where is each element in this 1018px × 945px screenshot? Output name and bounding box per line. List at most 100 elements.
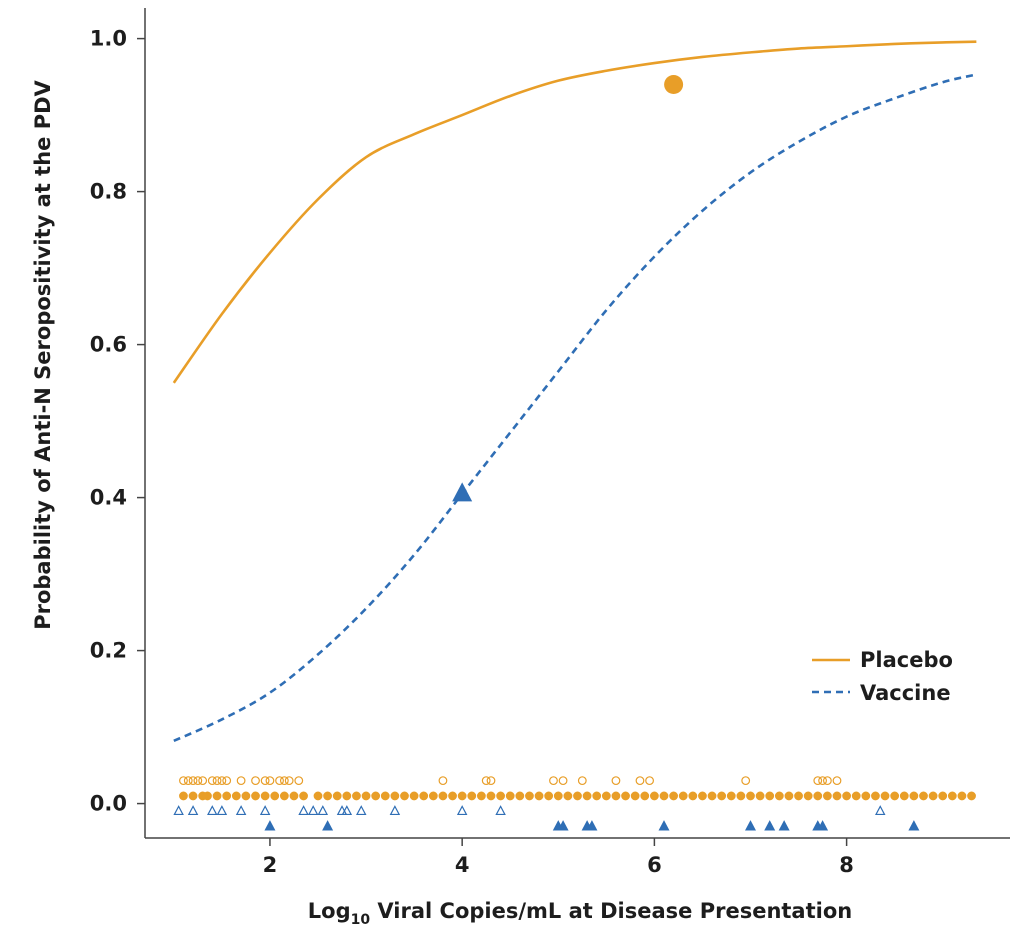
rug-point-placebo-seropositive bbox=[774, 791, 784, 801]
rug-point-placebo-seropositive bbox=[938, 791, 948, 801]
rug-point-placebo-seronegative bbox=[212, 776, 222, 786]
rug-point-vaccine-seronegative bbox=[173, 805, 184, 816]
rug-point-placebo-seropositive bbox=[659, 791, 669, 801]
rug-point-vaccine-seronegative bbox=[875, 805, 886, 816]
rug-point-placebo-seropositive bbox=[630, 791, 640, 801]
rug-point-vaccine-seropositive bbox=[908, 820, 920, 831]
rug-point-placebo-seropositive bbox=[851, 791, 861, 801]
y-tick-label: 0.8 bbox=[90, 180, 127, 204]
rug-point-placebo-seropositive bbox=[611, 791, 621, 801]
rug-point-placebo-seropositive bbox=[736, 791, 746, 801]
rug-point-vaccine-seronegative bbox=[235, 805, 247, 816]
rug-point-placebo-seropositive bbox=[438, 791, 448, 801]
x-tick-label: 2 bbox=[263, 853, 278, 877]
rug-point-vaccine-seronegative bbox=[356, 805, 367, 816]
rug-point-placebo-seropositive bbox=[726, 791, 736, 801]
rug-point-placebo-seronegative bbox=[183, 776, 193, 786]
rug-point-placebo-seropositive bbox=[822, 791, 832, 801]
rug-point-placebo-seropositive bbox=[179, 791, 188, 801]
rug-point-placebo-seropositive bbox=[390, 791, 400, 801]
rug-point-placebo-seronegative bbox=[217, 776, 227, 786]
rug-point-placebo-seropositive bbox=[698, 791, 707, 801]
rug-point-placebo-seronegative bbox=[741, 776, 751, 786]
rug-point-placebo-seronegative bbox=[635, 776, 645, 786]
rug-point-placebo-seropositive bbox=[669, 791, 679, 801]
rug-point-placebo-seropositive bbox=[592, 791, 602, 801]
rug-point-placebo-seronegative bbox=[193, 776, 203, 786]
rug-point-vaccine-seronegative bbox=[456, 805, 468, 816]
rug-point-placebo-seropositive bbox=[947, 791, 957, 801]
rug-point-placebo-seropositive bbox=[289, 791, 299, 801]
rug-point-placebo-seronegative bbox=[179, 776, 188, 786]
rug-point-placebo-seropositive bbox=[428, 791, 438, 801]
rug-point-placebo-seronegative bbox=[832, 776, 842, 786]
rug-point-placebo-seronegative bbox=[207, 776, 217, 786]
rug-point-placebo-seropositive bbox=[534, 791, 544, 801]
rug-point-placebo-seropositive bbox=[260, 791, 270, 801]
rug-point-placebo-seropositive bbox=[842, 791, 852, 801]
x-axis-title-suffix: Viral Copies/mL at Disease Presentation bbox=[370, 899, 852, 923]
rug-point-placebo-seronegative bbox=[611, 776, 621, 786]
rug-point-placebo-seropositive bbox=[279, 791, 289, 801]
rug-point-placebo-seropositive bbox=[212, 791, 222, 801]
rug-point-placebo-seropositive bbox=[486, 791, 496, 801]
rug-point-placebo-seropositive bbox=[203, 791, 212, 801]
rug-point-placebo-seronegative bbox=[645, 776, 654, 786]
rug-point-placebo-seronegative bbox=[222, 776, 232, 786]
rug-point-placebo-seropositive bbox=[678, 791, 688, 801]
rug-point-vaccine-seronegative bbox=[495, 805, 506, 816]
x-axis-title: Log10 Viral Copies/mL at Disease Present… bbox=[308, 899, 852, 928]
rug-point-vaccine-seronegative bbox=[259, 805, 271, 816]
rug-point-placebo-seropositive bbox=[515, 791, 525, 801]
rug-point-placebo-seropositive bbox=[621, 791, 630, 801]
rug-point-placebo-seropositive bbox=[476, 791, 486, 801]
rug-point-placebo-seropositive bbox=[880, 791, 890, 801]
highlight-point-vaccine bbox=[452, 482, 473, 502]
rug-point-placebo-seropositive bbox=[784, 791, 794, 801]
rug-point-placebo-seronegative bbox=[549, 776, 558, 786]
rug-point-placebo-seropositive bbox=[419, 791, 429, 801]
rug-point-vaccine-seropositive bbox=[778, 820, 790, 831]
rug-point-vaccine-seronegative bbox=[389, 805, 401, 816]
rug-point-vaccine-seronegative bbox=[341, 805, 353, 816]
x-tick-label: 8 bbox=[839, 853, 854, 877]
rug-point-placebo-seropositive bbox=[601, 791, 611, 801]
rug-point-vaccine-seronegative bbox=[216, 805, 228, 816]
rug-point-placebo-seropositive bbox=[688, 791, 698, 801]
rug-point-placebo-seropositive bbox=[890, 791, 900, 801]
rug-point-placebo-seronegative bbox=[577, 776, 587, 786]
rug-point-placebo-seronegative bbox=[481, 776, 491, 786]
rug-point-vaccine-seropositive bbox=[264, 820, 276, 831]
rug-point-vaccine-seronegative bbox=[317, 805, 329, 816]
rug-point-placebo-seropositive bbox=[241, 791, 251, 801]
rug-point-placebo-seropositive bbox=[313, 791, 323, 801]
rug-point-placebo-seropositive bbox=[794, 791, 803, 801]
rug-point-placebo-seronegative bbox=[813, 776, 823, 786]
rug-point-placebo-seronegative bbox=[251, 776, 260, 786]
rug-point-placebo-seropositive bbox=[563, 791, 573, 801]
rug-point-placebo-seropositive bbox=[717, 791, 727, 801]
plot-area bbox=[172, 40, 977, 831]
rug-point-placebo-seropositive bbox=[755, 791, 765, 801]
legend: Placebo Vaccine bbox=[812, 648, 953, 705]
rug-point-placebo-seropositive bbox=[496, 791, 506, 801]
rug-point-placebo-seropositive bbox=[299, 791, 308, 801]
rug-point-placebo-seropositive bbox=[649, 791, 659, 801]
rug-point-placebo-seropositive bbox=[813, 791, 823, 801]
rug-point-vaccine-seropositive bbox=[745, 820, 756, 831]
rug-point-placebo-seropositive bbox=[909, 791, 919, 801]
rug-point-placebo-seropositive bbox=[409, 791, 419, 801]
rug-point-placebo-seropositive bbox=[861, 791, 871, 801]
rug-point-placebo-seropositive bbox=[467, 791, 477, 801]
rug-point-placebo-seropositive bbox=[231, 791, 241, 801]
rug-point-placebo-seronegative bbox=[486, 776, 496, 786]
rug-point-placebo-seropositive bbox=[957, 791, 967, 801]
rug-point-placebo-seronegative bbox=[558, 776, 568, 786]
rug-point-placebo-seronegative bbox=[818, 776, 827, 786]
y-tick-label: 1.0 bbox=[90, 27, 127, 51]
rug-point-placebo-seronegative bbox=[265, 776, 275, 786]
rug-point-placebo-seronegative bbox=[188, 776, 198, 786]
rug-point-placebo-seropositive bbox=[400, 791, 409, 801]
